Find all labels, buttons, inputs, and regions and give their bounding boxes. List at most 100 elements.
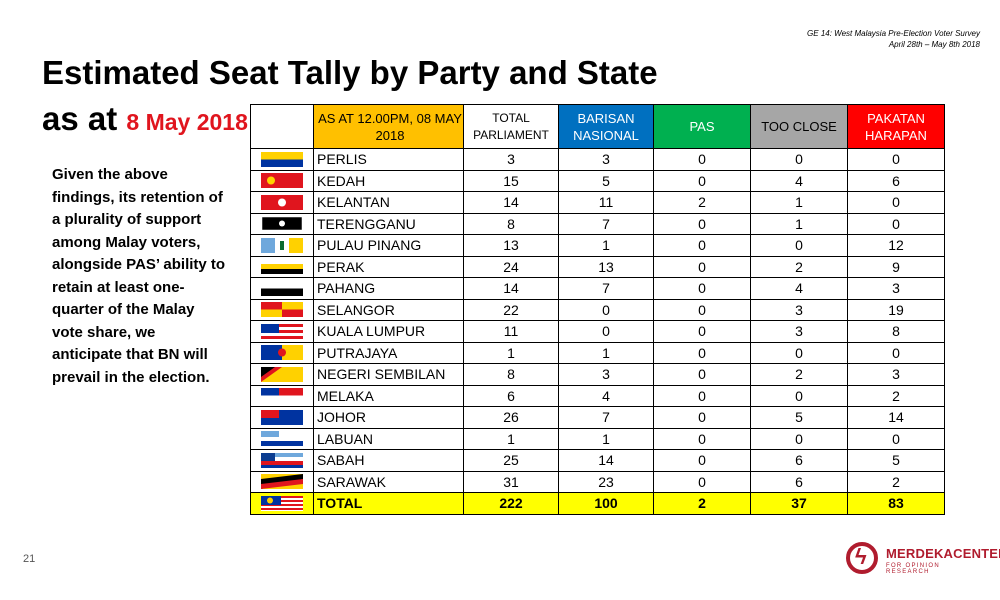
cell-close: 1: [750, 191, 848, 214]
cell-state: TERENGGANU: [313, 212, 464, 235]
cell-total: 11: [463, 320, 559, 343]
cell-ph: 83: [847, 492, 945, 515]
cell-bn: 7: [558, 277, 654, 300]
cell-state: PERAK: [313, 255, 464, 278]
table-row: TERENGGANU 8 7 0 1 0: [250, 212, 945, 235]
cell-ph: 3: [847, 363, 945, 386]
cell-pas: 0: [653, 234, 751, 257]
lightning-icon: ϟ: [855, 544, 867, 569]
table-row: PUTRAJAYA 1 1 0 0 0: [250, 341, 945, 364]
kedah-flag-icon: [261, 173, 303, 189]
cell-pas: 0: [653, 470, 751, 493]
cell-total: 8: [463, 363, 559, 386]
table-row: PERAK 24 13 0 2 9: [250, 255, 945, 278]
survey-dates: April 28th – May 8th 2018: [888, 40, 980, 49]
cell-close: 3: [750, 320, 848, 343]
cell-ph: 5: [847, 449, 945, 472]
title-prefix: as at: [42, 100, 127, 137]
penang-flag-icon: [261, 237, 303, 253]
cell-bn: 11: [558, 191, 654, 214]
flag-cell: [250, 277, 314, 300]
table-row: PULAU PINANG 13 1 0 0 12: [250, 234, 945, 257]
total-row: TOTAL 222 100 2 37 83: [250, 492, 945, 515]
header-pakatan-harapan: PAKATAN HARAPAN: [847, 104, 945, 149]
negeri-sembilan-flag-icon: [261, 366, 303, 382]
cell-ph: 0: [847, 427, 945, 450]
kuala-lumpur-flag-icon: [261, 323, 303, 339]
cell-ph: 0: [847, 341, 945, 364]
cell-pas: 0: [653, 406, 751, 429]
kelantan-flag-icon: [261, 194, 303, 210]
table-row: MELAKA 6 4 0 0 2: [250, 384, 945, 407]
melaka-flag-icon: [261, 388, 303, 404]
cell-state: PULAU PINANG: [313, 234, 464, 257]
cell-pas: 0: [653, 320, 751, 343]
cell-ph: 0: [847, 148, 945, 171]
malaysia-flag-icon: [261, 495, 303, 511]
header-barisan-nasional: BARISAN NASIONAL: [558, 104, 654, 149]
cell-bn: 100: [558, 492, 654, 515]
cell-ph: 12: [847, 234, 945, 257]
cell-ph: 2: [847, 384, 945, 407]
cell-ph: 6: [847, 169, 945, 192]
cell-close: 0: [750, 341, 848, 364]
labuan-flag-icon: [261, 431, 303, 447]
cell-close: 2: [750, 255, 848, 278]
cell-pas: 0: [653, 212, 751, 235]
cell-total: 1: [463, 341, 559, 364]
cell-total: 25: [463, 449, 559, 472]
cell-bn: 1: [558, 234, 654, 257]
table-header-row: AS AT 12.00PM, 08 MAY 2018 TOTAL PARLIAM…: [250, 104, 945, 149]
cell-total: 31: [463, 470, 559, 493]
flag-cell: [250, 169, 314, 192]
cell-pas: 0: [653, 427, 751, 450]
logo-subtitle: FOR OPINION RESEARCH: [886, 563, 940, 575]
header-too-close: TOO CLOSE: [750, 104, 848, 149]
perlis-flag-icon: [261, 151, 303, 167]
cell-close: 4: [750, 169, 848, 192]
flag-cell: [250, 492, 314, 515]
cell-ph: 19: [847, 298, 945, 321]
flag-cell: [250, 341, 314, 364]
table-row: JOHOR 26 7 0 5 14: [250, 406, 945, 429]
flag-cell: [250, 384, 314, 407]
cell-ph: 9: [847, 255, 945, 278]
cell-pas: 0: [653, 449, 751, 472]
cell-pas: 0: [653, 363, 751, 386]
cell-close: 6: [750, 470, 848, 493]
cell-total: 1: [463, 427, 559, 450]
table-row: PAHANG 14 7 0 4 3: [250, 277, 945, 300]
cell-bn: 0: [558, 298, 654, 321]
cell-close: 37: [750, 492, 848, 515]
terengganu-flag-icon: [261, 216, 303, 232]
cell-total: 13: [463, 234, 559, 257]
cell-total: 14: [463, 191, 559, 214]
table-row: SARAWAK 31 23 0 6 2: [250, 470, 945, 493]
cell-close: 0: [750, 234, 848, 257]
header-pas: PAS: [653, 104, 751, 149]
flag-cell: [250, 298, 314, 321]
cell-total: 14: [463, 277, 559, 300]
flag-cell: [250, 449, 314, 472]
table-row: PERLIS 3 3 0 0 0: [250, 148, 945, 171]
selangor-flag-icon: [261, 302, 303, 318]
cell-total: 22: [463, 298, 559, 321]
cell-state: PUTRAJAYA: [313, 341, 464, 364]
table-row: NEGERI SEMBILAN 8 3 0 2 3: [250, 363, 945, 386]
cell-state: SARAWAK: [313, 470, 464, 493]
merdeka-center-logo: ϟ MERDEKACENTER FOR OPINION RESEARCH: [846, 540, 1000, 584]
cell-state: MELAKA: [313, 384, 464, 407]
cell-pas: 0: [653, 341, 751, 364]
cell-close: 0: [750, 384, 848, 407]
flag-cell: [250, 148, 314, 171]
cell-total: 222: [463, 492, 559, 515]
header-as-at: AS AT 12.00PM, 08 MAY 2018: [313, 104, 464, 149]
cell-bn: 4: [558, 384, 654, 407]
sarawak-flag-icon: [261, 474, 303, 490]
cell-state: KUALA LUMPUR: [313, 320, 464, 343]
cell-bn: 23: [558, 470, 654, 493]
flag-cell: [250, 255, 314, 278]
flag-cell: [250, 406, 314, 429]
cell-total: 3: [463, 148, 559, 171]
logo-name: MERDEKACENTER: [886, 546, 1000, 561]
